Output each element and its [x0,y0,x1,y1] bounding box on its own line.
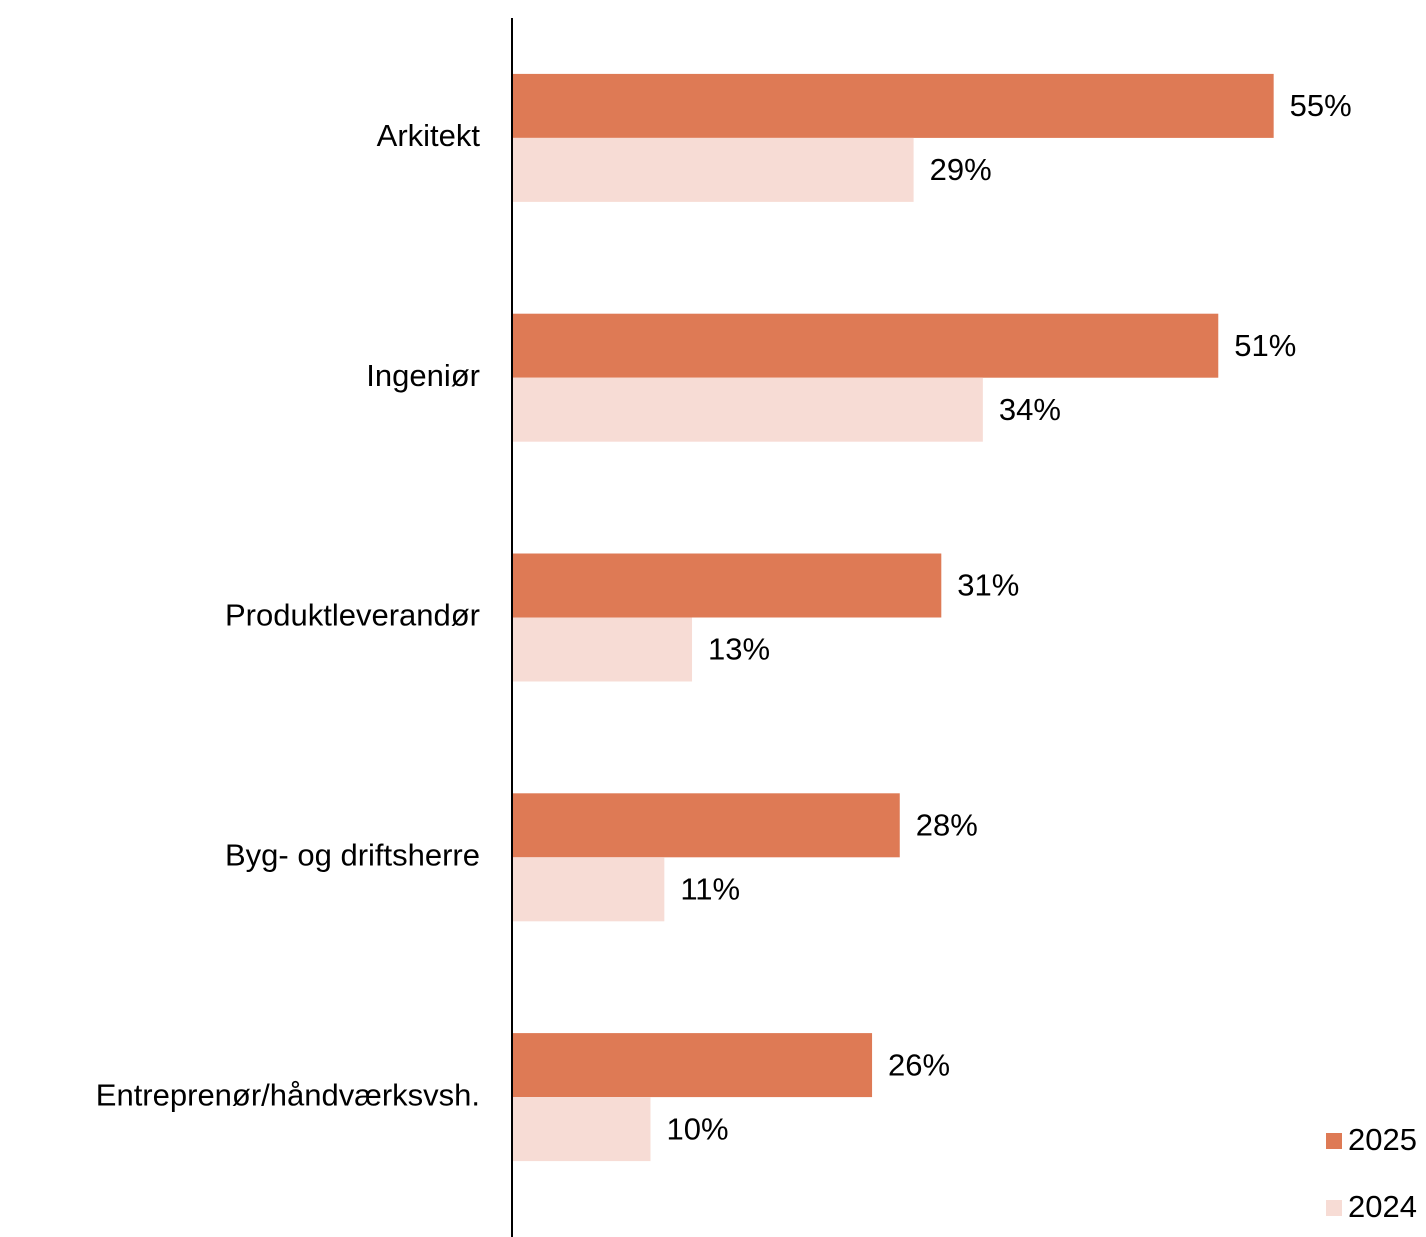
bar [512,553,942,618]
bar [512,1033,873,1098]
bar [512,1097,651,1162]
bar [512,137,914,202]
legend-label: 2025 [1348,1122,1417,1157]
data-label: 31% [957,568,1019,603]
y-tick-label: Arkitekt [377,118,481,153]
data-label: 34% [999,392,1061,427]
bar [512,377,983,442]
bar [512,313,1219,378]
data-label: 26% [888,1047,950,1082]
data-label: 28% [916,807,978,842]
legend-swatch [1326,1133,1342,1149]
legend-swatch [1326,1200,1342,1216]
y-tick-label: Byg- og driftsherre [225,837,480,872]
y-tick-label: Entreprenør/håndværksvsh. [96,1077,480,1112]
data-label: 55% [1290,88,1352,123]
y-tick-label: Ingeniør [366,358,480,393]
data-label: 13% [708,632,770,667]
bar [512,857,665,922]
legend-label: 2024 [1348,1189,1417,1224]
data-label: 29% [930,152,992,187]
data-label: 51% [1234,328,1296,363]
data-label: 10% [666,1111,728,1146]
bar [512,73,1274,138]
y-tick-label: Produktleverandør [225,598,480,633]
data-label: 11% [680,871,740,906]
bar [512,617,693,682]
bar [512,793,900,858]
